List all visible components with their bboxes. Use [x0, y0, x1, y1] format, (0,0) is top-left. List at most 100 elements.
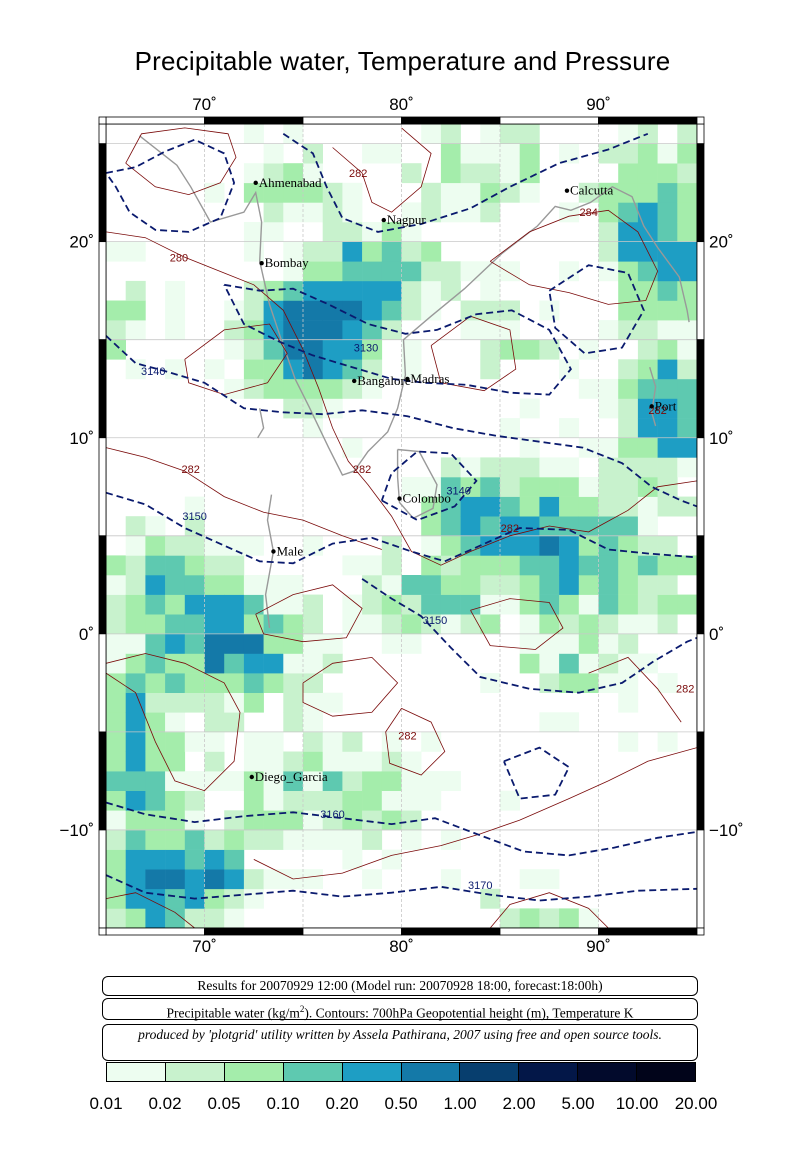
pw-cell [578, 633, 599, 654]
legend-label: 0.20 [325, 1094, 359, 1113]
pw-cell [106, 849, 126, 870]
pw-cell [263, 731, 284, 752]
lat-tick-label-right: −10˚ [709, 821, 744, 840]
pw-cell [342, 202, 363, 223]
pw-cell [519, 908, 540, 928]
pw-cell [224, 575, 245, 595]
pw-cell [637, 496, 658, 517]
pw-cell [283, 359, 304, 380]
pw-cell [598, 378, 619, 399]
pw-cell [263, 830, 284, 850]
pw-cell [283, 790, 304, 811]
pw-cell [618, 437, 639, 458]
pw-cell [125, 692, 146, 713]
pw-cell [322, 339, 343, 360]
pw-cell [204, 182, 225, 203]
pw-cell [303, 418, 323, 438]
pw-cell [106, 810, 126, 831]
pw-cell [184, 908, 205, 928]
pw-cell [500, 535, 520, 556]
pw-cell [145, 555, 166, 576]
pw-cell [125, 555, 146, 576]
pw-cell [519, 555, 540, 576]
pw-cell [362, 320, 383, 340]
pw-cell [125, 594, 146, 615]
pw-cell [263, 222, 284, 242]
map-frame [98, 116, 705, 936]
pw-cell [106, 908, 126, 928]
pw-cell [539, 496, 560, 517]
pw-cell [500, 163, 520, 184]
pw-cell [637, 418, 658, 438]
pw-cell [440, 830, 461, 850]
pw-cell [460, 575, 481, 595]
pw-cell [303, 359, 323, 380]
pw-cell [421, 614, 442, 635]
pw-cell [322, 790, 343, 811]
pw-cell [243, 535, 264, 556]
pw-cell [342, 830, 363, 850]
pw-cell [283, 124, 304, 144]
legend-swatch [107, 1063, 166, 1081]
pw-cell [165, 594, 186, 615]
city-label: Bangalore [357, 373, 411, 388]
city-dot [397, 496, 402, 501]
pw-cell [145, 673, 166, 693]
pw-cell [145, 869, 166, 890]
pw-cell [303, 339, 323, 360]
contours-text-superscript: 2 [299, 1004, 305, 1014]
pw-cell [381, 810, 402, 831]
pw-cell [637, 261, 658, 282]
pw-cell [106, 320, 126, 340]
pw-cell [598, 437, 619, 458]
pw-cell [303, 869, 323, 890]
pw-cell [165, 535, 186, 556]
pw-cell [362, 771, 383, 791]
pw-cell [204, 751, 225, 772]
pw-cell [283, 673, 304, 693]
pw-cell [480, 339, 501, 360]
pw-cell [283, 712, 304, 733]
pw-cell [637, 202, 658, 223]
pw-cell [598, 457, 619, 478]
pw-cell [204, 575, 225, 595]
pw-cell [184, 575, 205, 595]
pw-cell [421, 790, 442, 811]
pw-cell [165, 692, 186, 713]
pw-cell [480, 888, 501, 909]
pw-cell [283, 771, 304, 791]
pw-cell [578, 437, 599, 458]
pw-cell [460, 202, 481, 223]
pw-cell [460, 535, 481, 556]
pw-cell [401, 614, 422, 635]
pw-cell [342, 614, 363, 635]
pw-cell [184, 535, 205, 556]
pw-cell [421, 261, 442, 282]
lat-tick-label-left: 20˚ [69, 233, 94, 252]
pw-cell [224, 594, 245, 615]
legend-swatch [519, 1063, 579, 1081]
pw-cell [145, 633, 166, 654]
pw-cell [539, 594, 560, 615]
pw-cell [106, 712, 126, 733]
pw-cell [598, 555, 619, 576]
pw-cell [184, 830, 205, 850]
pw-cell [362, 378, 383, 399]
pw-cell [578, 182, 599, 203]
pw-cell [440, 869, 461, 890]
pw-cell [125, 830, 146, 850]
pw-cell [342, 810, 363, 831]
pw-cell [480, 457, 501, 478]
pw-cell [598, 594, 619, 615]
pw-cell [657, 339, 678, 360]
pw-cell [303, 830, 323, 850]
pw-cell [165, 280, 186, 301]
pw-cell [618, 163, 639, 184]
pw-cell [342, 731, 363, 752]
pw-cell [303, 535, 323, 556]
pw-cell [204, 731, 225, 752]
height-contour-label: 3140 [446, 486, 470, 498]
pw-cell [243, 673, 264, 693]
pw-cell [204, 359, 225, 380]
pw-cell [145, 810, 166, 831]
